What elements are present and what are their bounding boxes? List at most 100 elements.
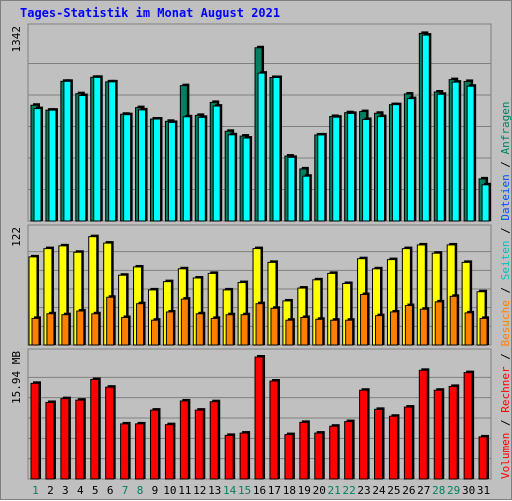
- bar-volumen-23: [359, 389, 369, 480]
- bar-volumen-6: [105, 386, 115, 480]
- bar-besuche-22: [345, 319, 354, 346]
- bar-dateien-5: [93, 76, 102, 222]
- bar-besuche-25: [389, 311, 398, 346]
- bar-dateien-20: [317, 134, 326, 222]
- bar-besuche-8: [136, 303, 145, 346]
- bar-besuche-31: [479, 317, 488, 346]
- bar-volumen-4: [75, 399, 85, 480]
- bar-besuche-11: [180, 298, 189, 346]
- bar-besuche-7: [121, 316, 130, 346]
- bar-dateien-18: [287, 156, 296, 222]
- x-tick-label: 30: [462, 484, 475, 497]
- chart-title: Tages-Statistik im Monat August 2021: [20, 6, 281, 20]
- bar-dateien-4: [78, 95, 87, 222]
- bar-volumen-5: [90, 379, 100, 480]
- bar-besuche-12: [195, 313, 204, 346]
- bar-besuche-28: [434, 301, 443, 346]
- bar-dateien-29: [451, 81, 460, 222]
- panel-3-ymax-label: 15.94 MB: [10, 351, 23, 404]
- x-tick-label: 6: [107, 484, 114, 497]
- legend-vertical: Volumen / Rechner / Besuche / Seiten / D…: [499, 101, 512, 479]
- x-tick-label: 18: [283, 484, 296, 497]
- bar-volumen-26: [403, 406, 413, 480]
- bar-volumen-9: [149, 409, 159, 480]
- x-tick-label: 28: [432, 484, 445, 497]
- x-tick-label: 2: [47, 484, 54, 497]
- legend-separator: /: [499, 221, 512, 241]
- bar-dateien-22: [347, 112, 356, 222]
- bar-dateien-8: [138, 109, 147, 222]
- x-tick-label: 24: [372, 484, 386, 497]
- x-tick-label: 4: [77, 484, 84, 497]
- bar-volumen-21: [329, 425, 339, 480]
- bar-besuche-5: [91, 313, 100, 346]
- x-tick-label: 27: [417, 484, 430, 497]
- bar-volumen-7: [120, 423, 130, 480]
- bar-dateien-27: [421, 34, 430, 222]
- x-tick-label: 31: [477, 484, 490, 497]
- bar-besuche-13: [210, 317, 219, 346]
- bar-dateien-24: [377, 116, 386, 222]
- bar-volumen-24: [374, 408, 384, 480]
- legend-rechner: Rechner: [499, 366, 512, 413]
- bar-dateien-6: [108, 81, 117, 222]
- bar-volumen-28: [433, 389, 443, 480]
- bar-dateien-15: [242, 137, 251, 222]
- x-tick-label: 15: [238, 484, 251, 497]
- bar-volumen-16: [254, 356, 264, 480]
- panel-2-ymax-label: 122: [10, 227, 23, 247]
- legend-separator: /: [499, 413, 512, 433]
- bar-besuche-29: [449, 295, 458, 346]
- bar-besuche-15: [240, 314, 249, 346]
- x-tick-label: 14: [223, 484, 237, 497]
- x-tick-label: 9: [152, 484, 159, 497]
- x-tick-label: 1: [32, 484, 39, 497]
- bar-volumen-29: [448, 385, 458, 480]
- legend-besuche: Besuche: [499, 300, 512, 346]
- bar-dateien-26: [406, 98, 415, 222]
- legend-separator: /: [499, 347, 512, 367]
- x-tick-label: 21: [328, 484, 341, 497]
- x-tick-label: 17: [268, 484, 281, 497]
- bar-besuche-23: [360, 294, 369, 346]
- bar-volumen-10: [164, 424, 174, 480]
- bar-volumen-31: [478, 436, 488, 480]
- x-tick-label: 13: [208, 484, 221, 497]
- bar-volumen-18: [284, 434, 294, 480]
- bar-volumen-12: [194, 409, 204, 480]
- bar-besuche-30: [464, 312, 473, 346]
- bar-dateien-10: [167, 121, 176, 222]
- bar-besuche-6: [106, 296, 115, 346]
- bar-volumen-11: [179, 400, 189, 480]
- bar-dateien-28: [436, 93, 445, 222]
- bar-dateien-13: [212, 105, 221, 222]
- bar-besuche-16: [255, 303, 264, 346]
- legend-dateien: Dateien: [499, 174, 512, 220]
- bar-besuche-9: [150, 319, 159, 346]
- bar-dateien-3: [63, 80, 72, 222]
- bar-besuche-20: [315, 318, 324, 346]
- legend-seiten: Seiten: [499, 241, 512, 281]
- x-tick-label: 22: [342, 484, 355, 497]
- bar-volumen-3: [60, 398, 70, 480]
- bar-volumen-25: [388, 415, 398, 480]
- x-tick-label: 20: [313, 484, 326, 497]
- x-tick-label: 10: [163, 484, 176, 497]
- x-tick-label: 12: [193, 484, 206, 497]
- x-tick-label: 29: [447, 484, 460, 497]
- bar-volumen-27: [418, 369, 428, 480]
- bar-dateien-2: [48, 109, 57, 222]
- bar-dateien-1: [33, 108, 42, 222]
- x-tick-label: 5: [92, 484, 99, 497]
- bar-dateien-17: [272, 76, 281, 222]
- x-tick-label: 16: [253, 484, 266, 497]
- bar-dateien-19: [302, 175, 311, 222]
- x-tick-label: 25: [387, 484, 400, 497]
- bar-besuche-24: [375, 315, 384, 346]
- bar-besuche-27: [419, 308, 428, 346]
- x-tick-label: 19: [298, 484, 311, 497]
- bar-besuche-19: [300, 316, 309, 346]
- bar-besuche-18: [285, 319, 294, 346]
